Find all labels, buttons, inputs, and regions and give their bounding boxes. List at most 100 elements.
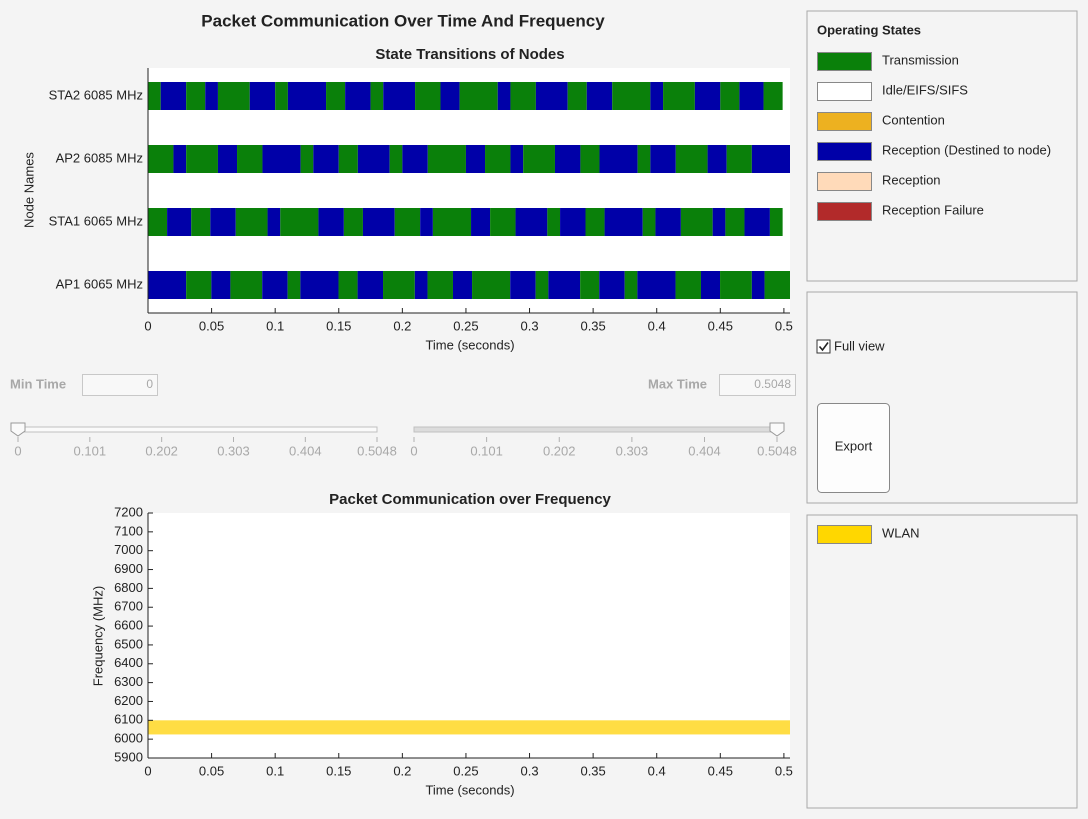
legend-title: Operating States — [817, 22, 921, 37]
legend-label: Idle/EIFS/SIFS — [882, 82, 968, 97]
y-tick-label: 7200 — [114, 504, 143, 519]
y-tick-label: 6700 — [114, 599, 143, 614]
state-segment — [287, 271, 301, 299]
export-button[interactable] — [817, 403, 890, 493]
x-tick-label: 0.15 — [326, 318, 351, 333]
state-segment — [167, 208, 192, 236]
slider-tick-label: 0.101 — [470, 443, 503, 458]
state-segment — [191, 208, 211, 236]
state-segment — [580, 145, 600, 173]
slider-tick-label: 0.303 — [616, 443, 649, 458]
state-segment — [739, 82, 764, 110]
y-tick-label: 6400 — [114, 655, 143, 670]
state-segment — [427, 271, 453, 299]
slider-tick-label: 0.404 — [688, 443, 721, 458]
state-segment — [402, 145, 428, 173]
chart-title: State Transitions of Nodes — [375, 46, 564, 63]
state-segment — [535, 271, 549, 299]
y-tick-label: 6300 — [114, 674, 143, 689]
state-segment — [642, 208, 656, 236]
state-segment — [148, 271, 187, 299]
state-segment — [440, 82, 460, 110]
state-segment — [510, 145, 524, 173]
state-segment — [712, 208, 726, 236]
state-segment — [725, 208, 745, 236]
legend-label: Reception Failure — [882, 202, 984, 217]
checkbox[interactable] — [816, 339, 831, 354]
state-segment — [249, 82, 276, 110]
state-segment — [394, 208, 421, 236]
state-segment — [313, 145, 339, 173]
state-segment — [515, 208, 548, 236]
state-segment — [148, 82, 161, 110]
state-segment — [414, 271, 428, 299]
state-segment — [720, 271, 752, 299]
state-segment — [427, 145, 466, 173]
x-tick-label: 0.25 — [453, 763, 478, 778]
legend-label: Reception — [882, 172, 941, 187]
y-tick-label: 6000 — [114, 731, 143, 746]
state-segment — [764, 271, 790, 299]
x-tick-label: 0.2 — [393, 318, 411, 333]
state-segment — [720, 82, 740, 110]
legend-swatch — [817, 142, 872, 161]
slider-thumb[interactable] — [769, 422, 785, 437]
state-segment — [497, 82, 511, 110]
state-segment — [383, 271, 415, 299]
slider-tick-label: 0.101 — [74, 443, 107, 458]
y-tick-label: 5900 — [114, 749, 143, 764]
state-segment — [471, 208, 491, 236]
slider-tick-label: 0.202 — [543, 443, 576, 458]
slider-tick-label: 0.303 — [217, 443, 250, 458]
y-tick-label: 6900 — [114, 561, 143, 576]
min-time-value[interactable]: 0 — [146, 377, 153, 391]
slider-track[interactable] — [17, 426, 378, 433]
max-time-field[interactable] — [719, 374, 796, 396]
state-segment — [535, 82, 568, 110]
state-segment — [173, 145, 187, 173]
legend-swatch — [817, 82, 872, 101]
legend-swatch — [817, 202, 872, 221]
legend-swatch — [817, 112, 872, 131]
x-tick-label: 0.1 — [266, 318, 284, 333]
y-tick-label: 6200 — [114, 693, 143, 708]
state-segment — [235, 208, 268, 236]
slider-tick-label: 0 — [14, 443, 21, 458]
x-tick-label: 0.45 — [708, 763, 733, 778]
slider-track[interactable] — [413, 426, 778, 433]
max-time-value[interactable]: 0.5048 — [754, 377, 791, 391]
state-segment — [262, 271, 288, 299]
state-segment — [237, 145, 263, 173]
x-tick-label: 0 — [144, 763, 151, 778]
node-label: STA1 6065 MHz — [49, 213, 143, 228]
state-segment — [523, 145, 555, 173]
legend-label: Contention — [882, 112, 945, 127]
checkbox-label[interactable]: Full view — [834, 338, 885, 353]
x-tick-label: 0.35 — [580, 763, 605, 778]
slider-tick-label: 0 — [410, 443, 417, 458]
export-label[interactable]: Export — [835, 438, 873, 453]
technology-panel — [806, 514, 1078, 809]
state-segment — [343, 208, 363, 236]
state-segment — [560, 208, 586, 236]
state-segment — [326, 82, 346, 110]
state-segment — [637, 271, 676, 299]
state-segment — [345, 82, 371, 110]
min-time-field[interactable] — [82, 374, 158, 396]
state-segment — [694, 82, 721, 110]
frequency-band — [148, 720, 790, 735]
state-segment — [362, 208, 395, 236]
state-segment — [186, 145, 218, 173]
slider-thumb[interactable] — [10, 422, 26, 437]
x-tick-label: 0.25 — [453, 318, 478, 333]
slider-tick-label: 0.202 — [145, 443, 178, 458]
min-time-label: Min Time — [10, 376, 66, 391]
state-segment — [275, 82, 288, 110]
y-tick-label: 7100 — [114, 523, 143, 538]
state-segment — [217, 145, 238, 173]
y-tick-label: 7000 — [114, 542, 143, 557]
state-segment — [663, 82, 695, 110]
state-segment — [230, 271, 263, 299]
state-segment — [650, 145, 676, 173]
state-segment — [338, 271, 358, 299]
